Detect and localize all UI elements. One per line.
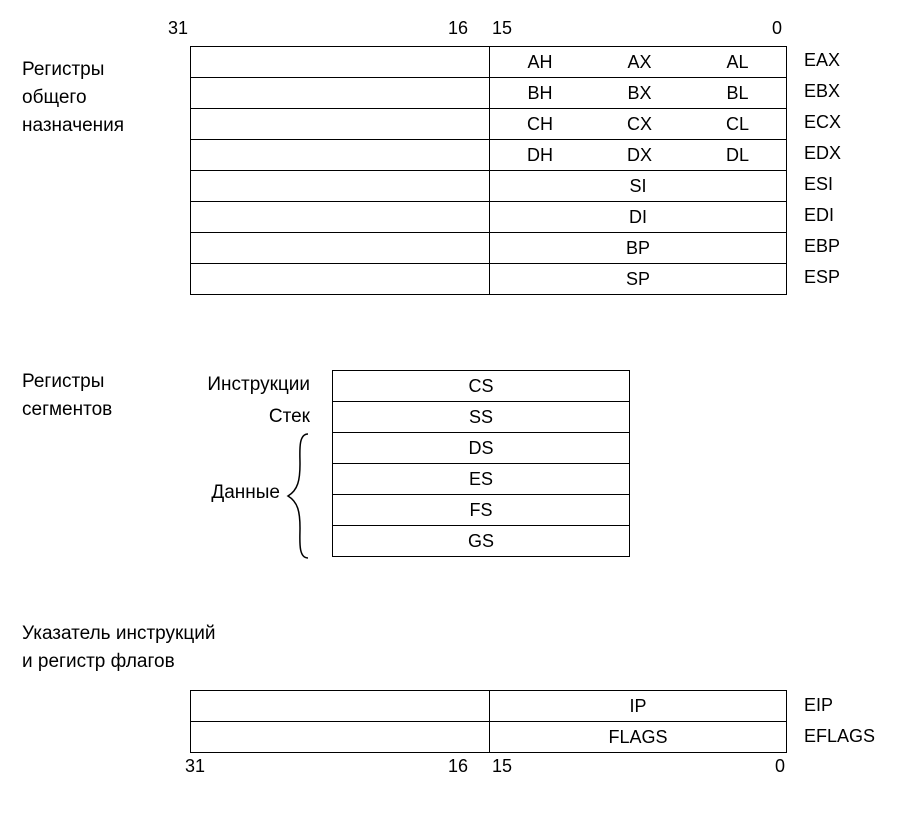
gpr-high-ebx (191, 78, 490, 108)
high-eflags (191, 722, 490, 752)
gpr-low-esp: SP (490, 264, 786, 294)
gpr-high-esi (191, 171, 490, 201)
gpr-row-esi: SI (191, 171, 786, 202)
ipflags-table: IP FLAGS (190, 690, 787, 753)
reg-ch: CH (527, 114, 553, 135)
gpr-row-ebx: BH BX BL (191, 78, 786, 109)
reg-dl: DL (726, 145, 749, 166)
section3-title: Указатель инструкций и регистр флагов (22, 620, 215, 676)
reg-ip: IP (629, 696, 646, 717)
reg-di: DI (629, 207, 647, 228)
seg-row-fs: FS (333, 495, 629, 526)
low-flags: FLAGS (490, 722, 786, 752)
gpr-row-edi: DI (191, 202, 786, 233)
reg-cx: CX (627, 114, 652, 135)
section2-title: Регистры сегментов (22, 368, 112, 424)
ext-ecx: ECX (804, 112, 841, 133)
section3-title-l1: Указатель инструкций (22, 620, 215, 648)
brace-icon (284, 432, 314, 560)
ext-eip: EIP (804, 695, 833, 716)
row-eflags: FLAGS (191, 722, 786, 753)
bit-label-16-top: 16 (448, 18, 468, 39)
ext-edx: EDX (804, 143, 841, 164)
section1-title-l3: назначения (22, 112, 124, 140)
seg-label-data: Данные (170, 482, 280, 504)
gpr-low-ebx: BH BX BL (490, 78, 786, 108)
high-eip (191, 691, 490, 721)
section1-title-l1: Регистры (22, 56, 124, 84)
reg-si: SI (629, 176, 646, 197)
seg-label-stack: Стек (170, 406, 310, 428)
gpr-low-ebp: BP (490, 233, 786, 263)
gpr-row-ebp: BP (191, 233, 786, 264)
gpr-high-edx (191, 140, 490, 170)
ext-eax: EAX (804, 50, 840, 71)
reg-dx: DX (627, 145, 652, 166)
gpr-high-ecx (191, 109, 490, 139)
gpr-low-edx: DH DX DL (490, 140, 786, 170)
bit-label-0-top: 0 (772, 18, 782, 39)
gpr-low-edi: DI (490, 202, 786, 232)
ext-eflags: EFLAGS (804, 726, 875, 747)
seg-table: CS SS DS ES FS GS (332, 370, 630, 557)
ext-esp: ESP (804, 267, 840, 288)
seg-row-ss: SS (333, 402, 629, 433)
reg-bp: BP (626, 238, 650, 259)
section1-title: Регистры общего назначения (22, 56, 124, 140)
reg-bh: BH (527, 83, 552, 104)
reg-cl: CL (726, 114, 749, 135)
bit-label-15-top: 15 (492, 18, 512, 39)
section2-title-l2: сегментов (22, 396, 112, 424)
reg-dh: DH (527, 145, 553, 166)
ext-esi: ESI (804, 174, 833, 195)
ext-ebp: EBP (804, 236, 840, 257)
gpr-row-edx: DH DX DL (191, 140, 786, 171)
seg-row-es: ES (333, 464, 629, 495)
bit-label-16-bot: 16 (448, 756, 468, 777)
ext-edi: EDI (804, 205, 834, 226)
section2-title-l1: Регистры (22, 368, 112, 396)
seg-label-instr: Инструкции (170, 374, 310, 396)
bit-label-31-bot: 31 (185, 756, 205, 777)
reg-bx: BX (627, 83, 651, 104)
reg-ah: AH (527, 52, 552, 73)
bit-label-31-top: 31 (168, 18, 188, 39)
reg-flags: FLAGS (608, 727, 667, 748)
row-eip: IP (191, 691, 786, 722)
gpr-high-edi (191, 202, 490, 232)
gpr-high-ebp (191, 233, 490, 263)
gpr-low-esi: SI (490, 171, 786, 201)
section1-title-l2: общего (22, 84, 124, 112)
gpr-row-esp: SP (191, 264, 786, 295)
bit-label-15-bot: 15 (492, 756, 512, 777)
gpr-low-eax: AH AX AL (490, 47, 786, 77)
gpr-high-esp (191, 264, 490, 294)
bit-label-0-bot: 0 (775, 756, 785, 777)
gpr-high-eax (191, 47, 490, 77)
ext-ebx: EBX (804, 81, 840, 102)
gpr-table: AH AX AL BH BX BL CH CX CL (190, 46, 787, 295)
gpr-row-eax: AH AX AL (191, 47, 786, 78)
gpr-row-ecx: CH CX CL (191, 109, 786, 140)
section3-title-l2: и регистр флагов (22, 648, 215, 676)
gpr-low-ecx: CH CX CL (490, 109, 786, 139)
low-ip: IP (490, 691, 786, 721)
seg-row-cs: CS (333, 371, 629, 402)
seg-row-ds: DS (333, 433, 629, 464)
reg-sp: SP (626, 269, 650, 290)
reg-bl: BL (726, 83, 748, 104)
seg-row-gs: GS (333, 526, 629, 557)
reg-al: AL (726, 52, 748, 73)
reg-ax: AX (627, 52, 651, 73)
